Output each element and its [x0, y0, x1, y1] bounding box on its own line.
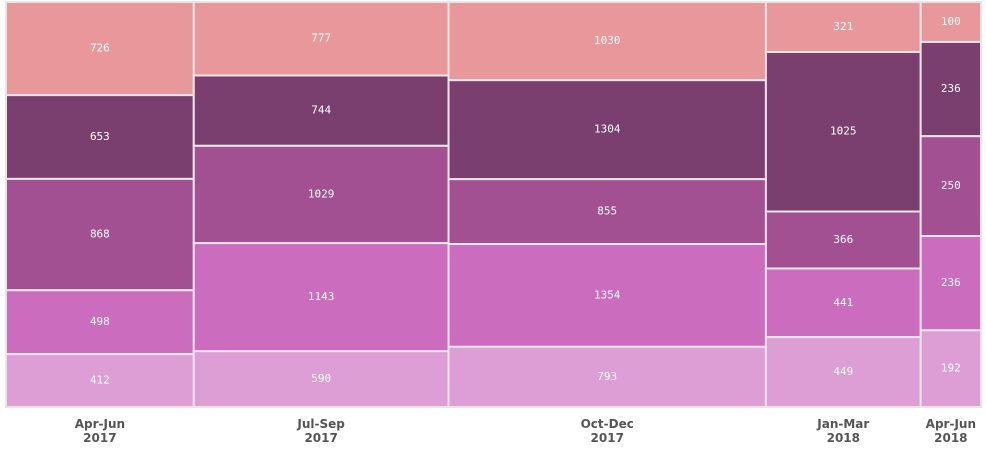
category-label-3: Jan-Mar	[816, 417, 869, 431]
bar-segment-3-1[interactable]	[764, 50, 922, 213]
bar-segment-3-2[interactable]	[764, 210, 922, 270]
bar-segment-0-2[interactable]	[5, 177, 195, 292]
bar-segment-4-1[interactable]	[919, 40, 983, 138]
data-label-2-3: 1354	[594, 288, 621, 301]
data-label-1-1: 744	[311, 104, 331, 117]
category-label-1: Jul-Sep	[296, 417, 345, 431]
bar-segment-3-4[interactable]	[764, 336, 922, 408]
bar-segment-4-2[interactable]	[919, 135, 983, 238]
data-label-3-0: 321	[833, 20, 853, 33]
category-year-2: 2017	[591, 431, 624, 445]
data-label-4-3: 236	[941, 276, 961, 289]
bar-segment-4-3[interactable]	[919, 235, 983, 332]
data-label-1-3: 1143	[308, 290, 335, 303]
data-label-0-1: 653	[90, 130, 110, 143]
bar-segment-0-1[interactable]	[5, 94, 195, 180]
category-year-0: 2017	[83, 431, 116, 445]
bar-segment-2-3[interactable]	[447, 243, 767, 348]
category-year-3: 2018	[827, 431, 860, 445]
data-label-2-2: 855	[597, 205, 617, 218]
bar-segment-3-3[interactable]	[764, 267, 922, 339]
data-label-2-0: 1030	[594, 34, 621, 47]
data-label-1-0: 777	[311, 32, 331, 45]
data-label-0-4: 412	[90, 374, 110, 387]
bar-segment-3-0[interactable]	[764, 1, 922, 53]
data-label-3-2: 366	[833, 233, 853, 246]
bar-segment-0-0[interactable]	[5, 1, 195, 97]
bar-segment-0-4[interactable]	[5, 353, 195, 408]
data-label-2-1: 1304	[594, 123, 621, 136]
category-label-0: Apr-Jun	[75, 417, 125, 431]
category-year-1: 2017	[304, 431, 337, 445]
bar-segment-4-0[interactable]	[919, 1, 983, 43]
data-label-0-2: 868	[90, 228, 110, 241]
data-label-1-2: 1029	[308, 187, 335, 200]
data-label-4-0: 100	[941, 15, 961, 28]
data-label-3-4: 449	[833, 365, 853, 378]
data-label-0-3: 498	[90, 315, 110, 328]
data-label-4-2: 250	[941, 179, 961, 192]
bar-segment-1-2[interactable]	[192, 144, 450, 245]
data-label-0-0: 726	[90, 42, 110, 55]
bar-segment-1-0[interactable]	[192, 1, 450, 77]
category-year-4: 2018	[934, 431, 967, 445]
data-label-4-4: 192	[941, 362, 961, 375]
bar-segment-1-4[interactable]	[192, 350, 450, 408]
data-label-1-4: 590	[311, 372, 331, 385]
bar-segment-2-1[interactable]	[447, 79, 767, 181]
category-label-2: Oct-Dec	[581, 417, 634, 431]
data-label-3-3: 441	[833, 296, 853, 309]
data-label-3-1: 1025	[830, 125, 857, 138]
data-label-4-1: 236	[941, 82, 961, 95]
category-label-4: Apr-Jun	[926, 417, 976, 431]
data-label-2-4: 793	[597, 370, 617, 383]
bar-segment-4-4[interactable]	[919, 329, 983, 408]
